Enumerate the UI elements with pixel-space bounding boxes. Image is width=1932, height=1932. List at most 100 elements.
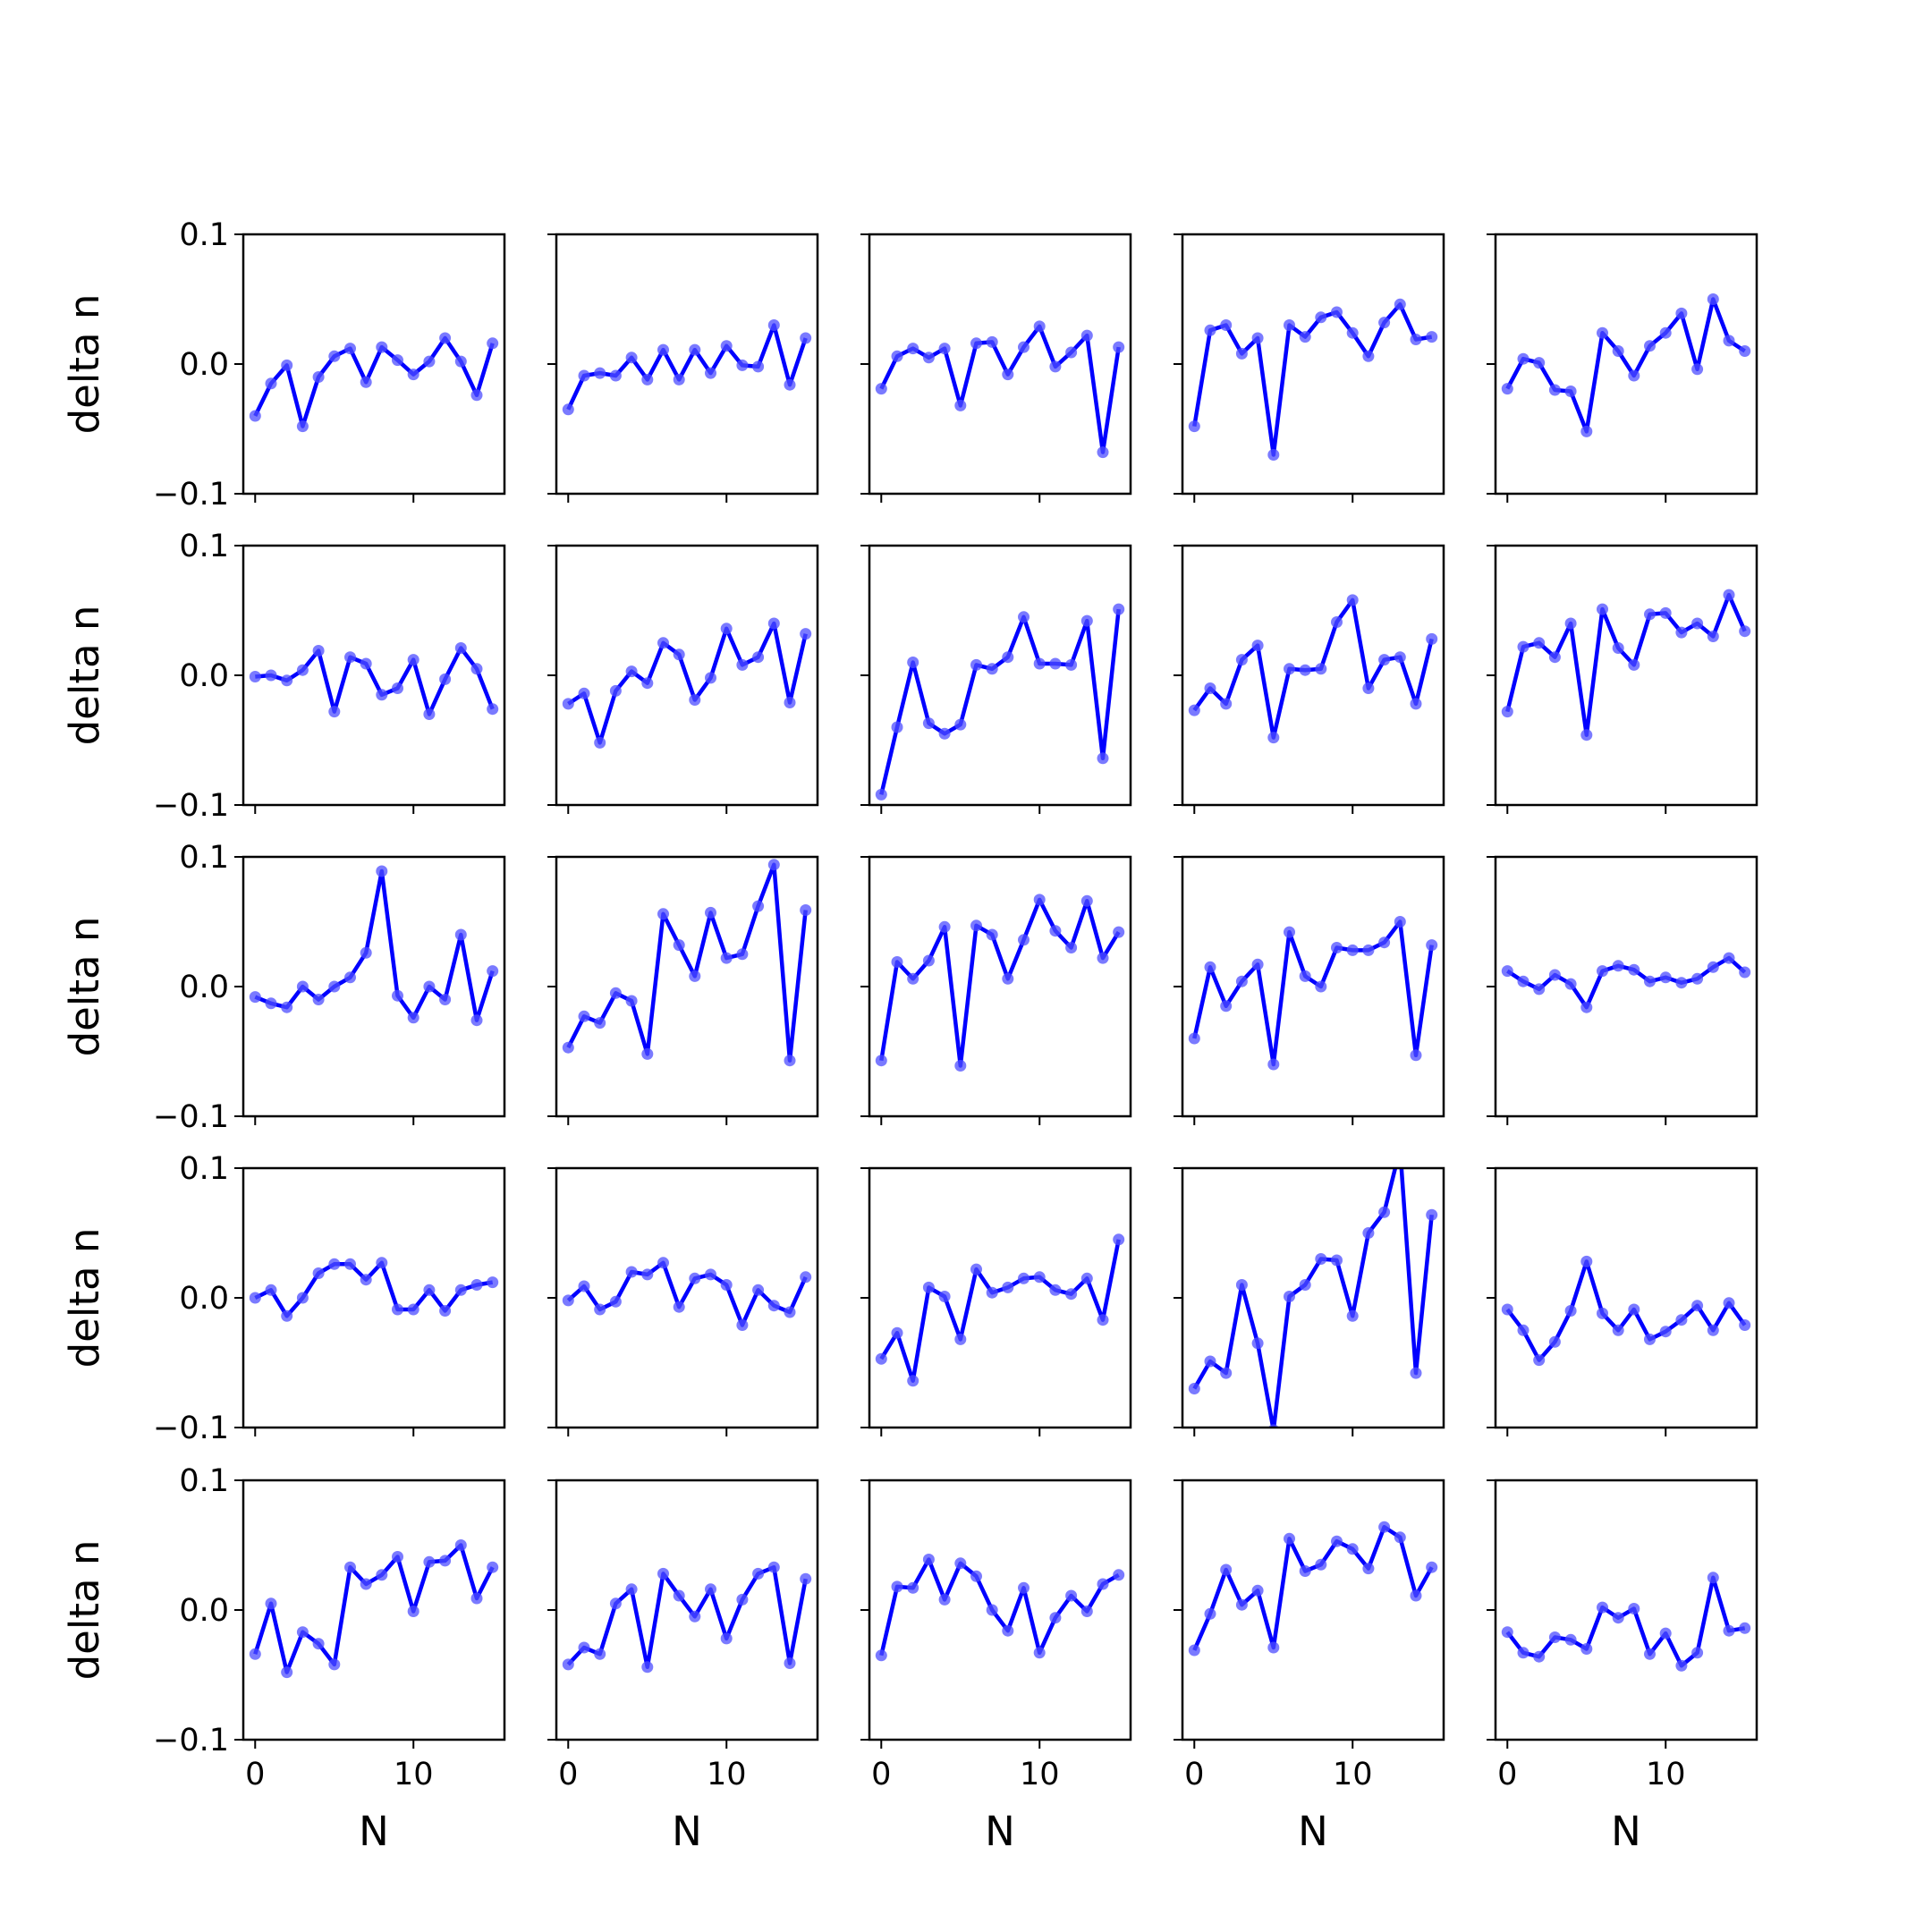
data-point	[392, 1551, 403, 1563]
data-point	[767, 859, 780, 871]
data-point	[720, 1279, 733, 1291]
data-point	[1612, 960, 1624, 972]
y-tick-label: −0.1	[153, 788, 229, 824]
subplot-r5-c2: 0 10N	[547, 1479, 819, 1855]
data-point	[641, 1047, 654, 1060]
data-point	[1691, 1647, 1704, 1659]
data-point	[875, 1649, 887, 1662]
data-point	[1501, 383, 1513, 395]
subplot-r4-c4	[1174, 1166, 1445, 1436]
data-point	[673, 648, 685, 661]
data-point	[249, 410, 261, 422]
plot-area	[1188, 1521, 1438, 1657]
data-point	[1097, 752, 1109, 765]
data-point	[1675, 1659, 1688, 1672]
data-point	[1564, 617, 1577, 630]
plot-area	[249, 642, 499, 720]
data-point	[594, 1648, 606, 1660]
data-point	[1659, 326, 1672, 339]
data-point	[1597, 603, 1608, 615]
data-point	[1517, 640, 1530, 653]
data-point	[1299, 970, 1311, 982]
data-point	[1362, 944, 1375, 956]
data-point	[720, 1632, 733, 1645]
data-point	[265, 669, 277, 682]
y-tick-label: −0.1	[153, 477, 229, 513]
subplot-r1-c1: −0.1 0.0 0.1 delta n	[61, 217, 506, 513]
data-point	[1097, 1314, 1109, 1326]
data-point	[1188, 1644, 1200, 1657]
data-point	[1612, 1324, 1624, 1336]
data-point	[1113, 603, 1125, 615]
data-point	[705, 1268, 716, 1281]
data-point	[1628, 658, 1640, 671]
data-point	[1251, 332, 1264, 344]
plot-area	[562, 617, 812, 749]
data-point	[1628, 963, 1640, 976]
y-tick-label: 0.0	[179, 1593, 229, 1629]
y-tick-label: −0.1	[153, 1411, 229, 1446]
data-point	[1564, 978, 1577, 990]
subplot-r3-c2	[547, 855, 819, 1125]
data-point	[891, 1326, 903, 1339]
data-point	[360, 376, 372, 388]
x-axis-label: N	[985, 1808, 1015, 1855]
data-point	[1346, 594, 1359, 606]
plot-area	[1501, 1255, 1751, 1367]
data-point	[673, 373, 685, 386]
data-point	[296, 980, 309, 993]
data-point	[1707, 1324, 1719, 1336]
data-point	[907, 1581, 919, 1594]
data-point	[328, 1258, 341, 1270]
data-point	[922, 352, 935, 364]
data-point	[922, 1554, 935, 1565]
plot-area	[875, 1233, 1125, 1387]
series-line	[566, 862, 808, 1063]
data-point	[625, 995, 638, 1007]
data-point	[1080, 1272, 1093, 1284]
data-point	[423, 1284, 436, 1296]
data-point	[1331, 616, 1343, 628]
data-point	[1362, 1563, 1375, 1575]
data-point	[265, 377, 277, 390]
data-point	[1517, 975, 1530, 987]
data-point	[641, 373, 654, 386]
data-point	[454, 1539, 467, 1551]
x-tick-label: 0	[558, 1757, 578, 1792]
data-point	[657, 1567, 669, 1580]
data-point	[736, 658, 749, 671]
data-point	[1580, 425, 1593, 437]
data-point	[1002, 1624, 1014, 1637]
data-point	[891, 956, 903, 968]
data-point	[1033, 657, 1046, 670]
data-point	[1315, 1253, 1327, 1265]
x-tick-label: 0	[871, 1757, 891, 1792]
data-point	[1707, 631, 1719, 642]
data-point	[578, 687, 590, 699]
data-point	[1548, 1335, 1561, 1348]
data-point	[1065, 1589, 1078, 1602]
data-point	[970, 658, 982, 671]
data-point	[470, 663, 483, 675]
series-line	[879, 1557, 1120, 1657]
data-point	[1426, 939, 1438, 952]
y-axis-label: delta n	[61, 1540, 108, 1681]
data-point	[875, 1352, 887, 1365]
data-point	[1251, 958, 1264, 970]
data-point	[1080, 1606, 1093, 1617]
data-point	[1315, 663, 1327, 675]
data-point	[800, 332, 812, 344]
data-point	[439, 332, 452, 344]
data-point	[312, 371, 325, 383]
data-point	[423, 355, 436, 368]
data-point	[875, 1055, 887, 1067]
data-point	[423, 1555, 436, 1568]
y-tick-label: 0.0	[179, 1281, 229, 1317]
series-line	[1505, 297, 1746, 434]
data-point	[1267, 1641, 1280, 1654]
data-point	[1284, 1532, 1295, 1545]
data-point	[625, 352, 638, 364]
data-point	[578, 1010, 590, 1022]
data-point	[1220, 1563, 1233, 1576]
